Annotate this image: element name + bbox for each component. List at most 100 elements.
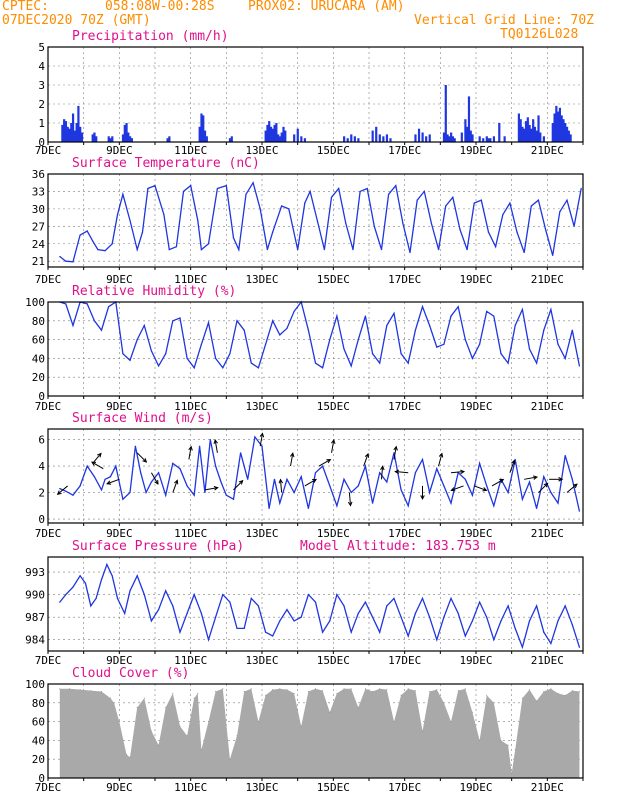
cloud-point [357, 707, 359, 708]
precip-bar [107, 136, 110, 142]
precip-bar [61, 124, 64, 142]
precip-bar [482, 138, 485, 142]
wind-point [493, 505, 495, 507]
wind-point [225, 494, 227, 496]
precip-bar [451, 136, 455, 142]
pressure-point [564, 605, 566, 607]
y-tick-label: 100 [25, 678, 45, 691]
pressure-point [95, 597, 97, 599]
x-tick-label: 15DEC [317, 527, 350, 540]
precip-bar [91, 134, 94, 142]
wind-point [198, 445, 201, 447]
wind-point [571, 478, 573, 480]
precip-bar [127, 132, 130, 142]
precip-bar [95, 136, 98, 142]
temp-point [380, 248, 383, 251]
cloud-point [521, 697, 523, 699]
wind-arrow-shaft [363, 453, 369, 467]
y-tick-label: 0 [38, 513, 45, 526]
temp-point [216, 187, 219, 190]
pressure-point [307, 594, 309, 596]
wind-arrow [151, 472, 159, 485]
wind-arrow [259, 432, 265, 447]
cloud-point [79, 689, 81, 691]
wind-point [220, 481, 222, 483]
x-tick-label: 17DEC [388, 400, 421, 413]
precip-bar [268, 121, 271, 142]
cloud-area [59, 688, 584, 778]
wind-arrow-head [238, 479, 244, 485]
x-tick-label: 21DEC [531, 654, 564, 667]
y-tick-label: 2 [38, 98, 45, 111]
wind-arrow-shaft [509, 460, 515, 473]
wind-point [429, 491, 431, 494]
precip-bar [275, 123, 278, 142]
rh-point [543, 329, 545, 331]
precip-bar [202, 115, 205, 142]
cloud-point [536, 700, 538, 702]
wind-point [386, 481, 388, 483]
x-tick-label: 13DEC [245, 527, 278, 540]
rh-point [443, 343, 445, 345]
wind-point [79, 485, 81, 487]
wind-point [300, 476, 302, 478]
temp-point [459, 228, 461, 230]
cloud-point [143, 697, 145, 699]
pressure-point [436, 639, 438, 641]
wind-arrow-shaft [395, 471, 409, 474]
precip-bar [389, 138, 392, 142]
wind-arrow [106, 478, 120, 485]
cloud-point [118, 721, 120, 723]
wind-point [193, 494, 195, 496]
cloud-point [400, 694, 402, 696]
temp-point [59, 255, 61, 258]
wind-arrow-head [572, 483, 578, 489]
temp-point [523, 251, 525, 254]
wind-arrow-shaft [348, 492, 352, 506]
header: CPTEC: 058:08W-00:28S PROX02: URUCARA (A… [0, 0, 618, 46]
precip-bar [129, 136, 132, 142]
panel-frame [47, 301, 584, 397]
precip-bar [385, 134, 389, 142]
precip-bar [282, 126, 285, 142]
wind-point [364, 465, 367, 467]
pressure-point [72, 586, 74, 588]
cloud-point [564, 694, 566, 696]
wind-arrow-shaft [151, 472, 159, 485]
pressure-point [407, 635, 409, 637]
temp-point [79, 234, 81, 236]
wind-point [436, 468, 438, 470]
wind-point [536, 507, 538, 510]
cloud-point [471, 711, 473, 713]
pressure-point [124, 612, 126, 615]
rh-point [357, 339, 359, 341]
temp-point [266, 248, 268, 251]
temp-point [288, 208, 290, 210]
wind-point [564, 454, 566, 457]
y-tick-label: 60 [32, 716, 45, 729]
x-tick-label: 17DEC [388, 781, 421, 794]
panel-frame [47, 683, 584, 779]
cloud-point [129, 756, 131, 758]
x-tick-label: 11DEC [174, 144, 207, 157]
precip-bar [71, 113, 75, 142]
rh-point [421, 306, 424, 308]
pressure-point [486, 616, 488, 618]
cloud-point [514, 749, 516, 751]
wind-arrow-head [347, 501, 353, 507]
temp-point [416, 199, 418, 201]
wind-arrow [91, 461, 104, 470]
pressure-point [357, 612, 359, 615]
precip-bar [444, 85, 447, 142]
y-tick-label: 0 [38, 136, 45, 149]
pressure-point [329, 620, 331, 622]
rh-point [578, 365, 581, 367]
pressure-point [386, 605, 388, 607]
temp-point [168, 248, 170, 251]
wind-arrow-head [482, 487, 488, 492]
pressure-point [400, 616, 402, 618]
cloud-point [250, 688, 252, 690]
wind-point [179, 468, 181, 470]
precip-bar [562, 119, 565, 142]
wind-arrow [380, 465, 385, 480]
